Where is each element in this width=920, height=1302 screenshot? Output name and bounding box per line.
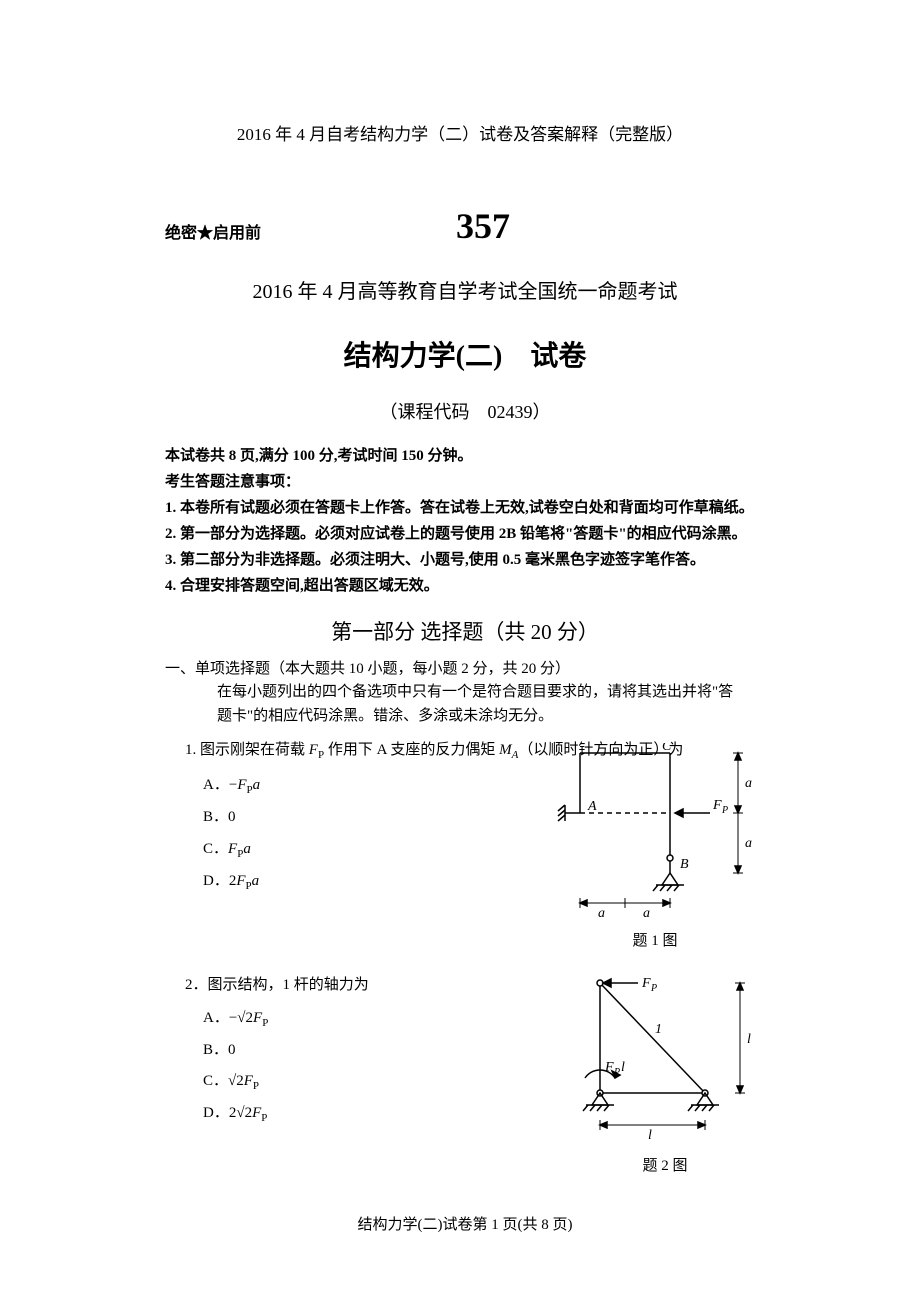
- info-line-1: 本试卷共 8 页,满分 100 分,考试时间 150 分钟。: [165, 444, 765, 468]
- svg-text:1: 1: [655, 1022, 662, 1037]
- q2-caption: 题 2 图: [560, 1154, 770, 1175]
- info-line-3: 1. 本卷所有试题必须在答题卡上作答。答在试卷上无效,试卷空白处和背面均可作草稿…: [165, 496, 765, 520]
- mc-heading-sub2: 题卡"的相应代码涂黑。错涂、多涂或未涂均无分。: [165, 705, 765, 728]
- svg-text:P: P: [613, 1067, 620, 1078]
- svg-text:B: B: [680, 857, 689, 872]
- university-line: 2016 年 4 月高等教育自学考试全国统一命题考试: [165, 275, 765, 304]
- secret-line: 绝密★启用前 357: [165, 205, 765, 247]
- svg-text:l: l: [648, 1128, 652, 1143]
- svg-text:l: l: [621, 1060, 625, 1075]
- svg-text:a: a: [745, 776, 752, 791]
- mc-heading-sub1: 在每小题列出的四个备选项中只有一个是符合题目要求的，请将其选出并将"答: [165, 681, 765, 704]
- q1-diagram-svg: C A B FP a a a a: [540, 743, 770, 918]
- q2-diagram-svg: FP 1 FPl l l: [560, 973, 770, 1143]
- exam-number: 357: [456, 205, 510, 247]
- q1-figure: C A B FP a a a a 题 1 图: [540, 743, 770, 950]
- page-header: 2016 年 4 月自考结构力学（二）试卷及答案解释（完整版）: [0, 0, 920, 145]
- svg-text:a: a: [745, 836, 752, 851]
- q2-figure: FP 1 FPl l l 题 2 图: [560, 973, 770, 1175]
- svg-text:F: F: [712, 798, 722, 813]
- svg-text:A: A: [587, 799, 597, 814]
- svg-text:C: C: [662, 743, 672, 754]
- page-footer: 结构力学(二)试卷第 1 页(共 8 页): [165, 1213, 765, 1234]
- svg-text:F: F: [641, 976, 651, 991]
- question-1: 1. 图示刚架在荷载 FP 作用下 A 支座的反力偶矩 MA（以顺时针方向为正）…: [165, 738, 765, 953]
- mc-heading: 一、单项选择题（本大题共 10 小题，每小题 2 分，共 20 分）: [165, 658, 765, 681]
- svg-text:F: F: [604, 1060, 614, 1075]
- info-line-2: 考生答题注意事项：: [165, 470, 765, 494]
- svg-text:a: a: [598, 906, 605, 918]
- main-title: 结构力学(二) 试卷: [165, 334, 765, 374]
- svg-text:l: l: [747, 1032, 751, 1047]
- page-header-text: 2016 年 4 月自考结构力学（二）试卷及答案解释（完整版）: [237, 125, 683, 144]
- svg-text:a: a: [643, 906, 650, 918]
- svg-text:P: P: [650, 983, 657, 994]
- secret-label: 绝密★启用前: [165, 219, 261, 243]
- info-line-6: 4. 合理安排答题空间,超出答题区域无效。: [165, 574, 765, 598]
- info-line-5: 3. 第二部分为非选择题。必须注明大、小题号,使用 0.5 毫米黑色字迹签字笔作…: [165, 548, 765, 572]
- question-2: 2．图示结构，1 杆的轴力为 A．−√2FP B．0 C．√2FP D．2√2F…: [165, 973, 765, 1173]
- course-code: （课程代码 02439）: [165, 398, 765, 424]
- q1-caption: 题 1 图: [540, 929, 770, 950]
- content-area: 绝密★启用前 357 2016 年 4 月高等教育自学考试全国统一命题考试 结构…: [0, 145, 920, 1234]
- section-title: 第一部分 选择题（共 20 分）: [165, 616, 765, 646]
- info-line-4: 2. 第一部分为选择题。必须对应试卷上的题号使用 2B 铅笔将"答题卡"的相应代…: [165, 522, 765, 546]
- svg-text:P: P: [721, 805, 728, 816]
